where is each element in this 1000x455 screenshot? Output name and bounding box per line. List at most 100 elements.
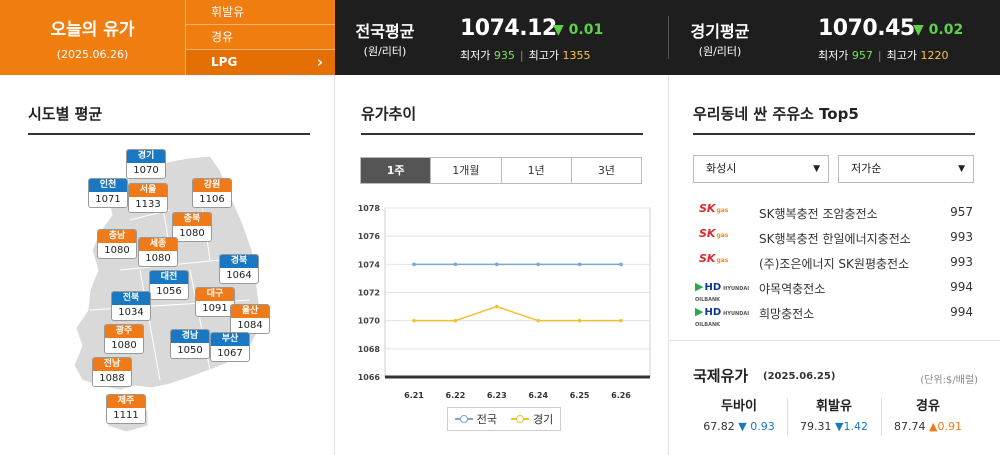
region-badge[interactable]: 부산 1067 — [210, 332, 250, 362]
regions-title: 시도별 평균 — [28, 105, 103, 123]
fuel-menu-label: 휘발유 — [211, 5, 245, 19]
gyeonggi-average-title: 경기평균 — [690, 22, 750, 41]
y-tick-label: 1078 — [358, 204, 381, 213]
intl-date: (2025.06.25) — [763, 371, 836, 382]
region-badge[interactable]: 인천 1071 — [88, 178, 128, 208]
region-badge[interactable]: 충남 1080 — [97, 229, 137, 259]
oil-change: ▲0.91 — [929, 420, 962, 433]
fuel-menu-lpg[interactable]: LPG › — [186, 50, 335, 75]
region-price: 1111 — [113, 410, 139, 421]
divider — [668, 16, 669, 59]
x-tick-label: 6.23 — [487, 391, 507, 400]
y-tick-label: 1072 — [358, 289, 380, 298]
sort-select[interactable]: 저가순 ▼ — [838, 155, 974, 183]
region-badge[interactable]: 세종 1080 — [138, 237, 178, 267]
region-badge[interactable]: 전남 1088 — [92, 357, 132, 387]
station-row[interactable]: ▶HD HYUNDAI OILBANK 희망충전소 994 — [693, 303, 975, 328]
tab-1year[interactable]: 1년 — [502, 158, 572, 183]
fuel-menu-diesel[interactable]: 경유 — [186, 25, 335, 50]
chevron-right-icon: › — [316, 53, 323, 71]
region-badge[interactable]: 울산 1084 — [230, 304, 270, 334]
region-badge[interactable]: 대구 1091 — [195, 287, 235, 317]
today-price-box: 오늘의 유가 (2025.06.26) — [0, 0, 185, 75]
region-badge[interactable]: 전북 1034 — [111, 291, 151, 321]
region-name: 부산 — [211, 333, 249, 346]
region-name: 강원 — [193, 179, 231, 192]
min-label: 최저가 — [818, 49, 849, 62]
min-price: 935 — [493, 49, 515, 62]
data-point — [453, 262, 458, 267]
data-point — [619, 262, 623, 267]
min-price: 957 — [851, 49, 873, 62]
region-badge[interactable]: 경북 1064 — [219, 254, 259, 284]
region-name: 울산 — [231, 305, 269, 318]
station-name: SK행복충전 한일에너지충전소 — [759, 232, 911, 246]
legend-label: 경기 — [533, 413, 554, 426]
region-price: 1091 — [202, 303, 228, 314]
region-badge[interactable]: 광주 1080 — [104, 324, 144, 354]
tab-1month[interactable]: 1개월 — [431, 158, 502, 183]
data-point — [495, 262, 499, 267]
region-price: 1056 — [156, 286, 182, 297]
region-price: 1084 — [237, 320, 263, 331]
oil-name: 휘발유 — [816, 399, 852, 414]
region-badge[interactable]: 강원 1106 — [192, 178, 232, 208]
region-price: 1080 — [145, 253, 171, 264]
tab-1week[interactable]: 1주 — [361, 158, 432, 183]
region-name: 경남 — [171, 330, 209, 343]
data-point — [536, 318, 540, 323]
gyeonggi-min-max: 최저가 957 | 최고가 1220 — [818, 49, 949, 62]
region-price: 1080 — [104, 245, 130, 256]
x-tick-label: 6.26 — [611, 391, 631, 400]
national-average: 전국평균 (원/리터) 1074.12 ▼ 0.01 최저가 935 | 최고가 1… — [340, 0, 660, 75]
region-price: 1088 — [99, 373, 125, 384]
caret-down-icon: ▼ — [958, 164, 965, 174]
region-name: 경기 — [127, 150, 165, 163]
region-select-value: 화성시 — [706, 162, 737, 175]
top-bar: 오늘의 유가 (2025.06.26) 휘발유 경유 LPG › 전국평균 (원/… — [0, 0, 1000, 75]
station-price: 994 — [950, 305, 973, 319]
station-row[interactable]: ▶HD HYUNDAI OILBANK 야목역충전소 994 — [693, 278, 975, 303]
oil-dubai: 두바이 67.82 ▼ 0.93 — [693, 395, 785, 440]
sk-gas-logo-icon: SKgas — [699, 202, 729, 215]
station-row[interactable]: SKgas SK행복충전 조암충전소 957 — [693, 202, 975, 223]
oil-price: 79.31 — [800, 420, 832, 433]
region-badge[interactable]: 대전 1056 — [149, 270, 189, 300]
gyeonggi-average-change: ▼ 0.02 — [913, 22, 964, 38]
divider — [787, 398, 788, 436]
trend-title: 유가추이 — [361, 105, 417, 123]
hyundai-oilbank-logo-icon: ▶HD HYUNDAI OILBANK — [695, 305, 750, 328]
region-name: 인천 — [89, 179, 127, 192]
y-tick-label: 1066 — [358, 373, 381, 382]
station-row[interactable]: SKgas SK행복충전 한일에너지충전소 993 — [693, 227, 975, 248]
data-point — [453, 318, 458, 323]
oil-name: 경유 — [916, 399, 940, 414]
region-select[interactable]: 화성시 ▼ — [693, 155, 829, 183]
region-badge[interactable]: 충북 1080 — [172, 212, 212, 242]
region-name: 세종 — [139, 238, 177, 251]
gyeonggi-average-unit: (원/리터) — [698, 45, 742, 58]
region-badge[interactable]: 경남 1050 — [170, 329, 210, 359]
column-divider — [668, 75, 669, 455]
station-row[interactable]: SKgas (주)조은에너지 SK원평충전소 993 — [693, 252, 975, 273]
today-date: (2025.06.26) — [56, 48, 129, 61]
legend-label: 전국 — [476, 413, 497, 426]
oil-change: ▼ 0.93 — [738, 420, 775, 433]
region-price: 1070 — [133, 165, 159, 176]
regions-title-rule — [28, 133, 310, 135]
y-tick-label: 1076 — [358, 232, 381, 241]
tab-3years[interactable]: 3년 — [597, 164, 615, 177]
x-tick-label: 6.24 — [528, 391, 548, 400]
region-badge[interactable]: 서울 1133 — [128, 183, 168, 213]
fuel-menu-gasoline[interactable]: 휘발유 — [186, 0, 335, 25]
max-label: 최고가 — [528, 49, 559, 62]
region-badge[interactable]: 제주 1111 — [106, 394, 146, 424]
region-name: 전북 — [112, 292, 150, 305]
region-badge[interactable]: 경기 1070 — [126, 149, 166, 179]
region-price: 1034 — [118, 307, 144, 318]
region-price: 1067 — [217, 348, 243, 359]
y-tick-label: 1068 — [358, 345, 381, 354]
data-point — [412, 262, 416, 267]
region-price: 1080 — [179, 228, 205, 239]
chart-legend: 전국 경기 — [447, 407, 561, 431]
